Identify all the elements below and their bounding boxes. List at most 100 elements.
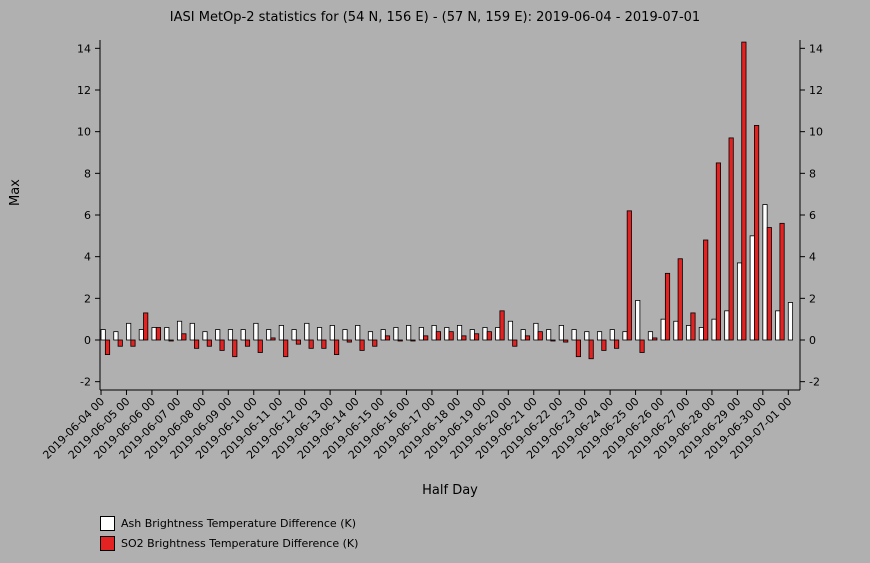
bar-so2 [614, 339, 620, 349]
bar-so2 [741, 41, 747, 341]
bar-ash [609, 329, 615, 341]
bar-so2 [397, 339, 403, 342]
bar-so2 [155, 327, 161, 341]
bar-so2 [143, 312, 149, 341]
bar-so2 [766, 227, 772, 341]
bar-so2 [321, 339, 327, 349]
bar-ash [558, 325, 564, 341]
bar-ash [724, 310, 730, 341]
bar-ash [520, 329, 526, 341]
y-tick-label-right: 8 [809, 167, 816, 180]
bar-so2 [715, 162, 721, 341]
bar-ash [533, 322, 539, 341]
y-tick-label-right: 2 [809, 292, 816, 305]
bar-so2 [270, 337, 276, 341]
bar-ash [380, 329, 386, 341]
bar-so2 [257, 339, 263, 353]
bar-so2 [423, 335, 429, 341]
bar-ash [456, 325, 463, 341]
bar-ash [787, 302, 794, 341]
bar-so2 [664, 272, 671, 341]
bar-ash [749, 235, 755, 341]
bar-ash [406, 325, 412, 341]
y-tick-label-left: 6 [84, 209, 91, 222]
bar-so2 [168, 339, 174, 342]
bar-ash [176, 320, 183, 341]
bar-ash [482, 327, 488, 341]
y-tick-label-right: 4 [809, 251, 816, 264]
bar-so2 [728, 137, 734, 341]
bar-ash [686, 325, 692, 341]
bar-ash [673, 320, 679, 341]
bar-so2 [626, 210, 632, 341]
bar-ash [164, 327, 170, 341]
bar-so2 [283, 339, 289, 358]
bar-so2 [639, 339, 645, 353]
bar-so2 [703, 239, 709, 341]
legend-label-ash: Ash Brightness Temperature Difference (K… [121, 516, 356, 530]
y-tick-label-left: 4 [84, 251, 91, 264]
bar-so2 [232, 339, 238, 358]
bar-ash [431, 325, 437, 341]
bar-ash [507, 320, 514, 341]
legend-item-ash: Ash Brightness Temperature Difference (K… [100, 513, 358, 533]
bar-ash [635, 300, 641, 341]
bar-so2 [334, 339, 340, 355]
bar-ash [571, 329, 577, 341]
legend-label-so2: SO2 Brightness Temperature Difference (K… [121, 536, 359, 550]
bar-ash [367, 331, 374, 341]
bar-so2 [130, 339, 136, 347]
bar-ash [304, 322, 310, 341]
bar-so2 [461, 335, 467, 341]
bar-ash [647, 331, 654, 341]
y-tick-label-right: -2 [809, 376, 820, 389]
bar-so2 [194, 339, 200, 349]
bar-so2 [575, 339, 581, 358]
bar-so2 [524, 335, 531, 341]
bar-so2 [588, 339, 594, 360]
bar-so2 [384, 335, 391, 341]
bar-ash [622, 331, 628, 341]
bar-so2 [537, 331, 543, 341]
bar-ash [138, 329, 144, 341]
y-tick-label-left: 10 [77, 126, 91, 139]
legend: Ash Brightness Temperature Difference (K… [100, 513, 358, 553]
bar-ash [202, 331, 208, 341]
legend-swatch-so2 [100, 535, 115, 551]
bar-ash [113, 331, 119, 341]
bar-so2 [601, 339, 607, 351]
y-tick-label-left: -2 [80, 376, 91, 389]
bar-ash [126, 322, 132, 341]
bar-so2 [346, 339, 352, 343]
bar-ash [736, 262, 743, 341]
y-tick-label-right: 6 [809, 209, 816, 222]
bar-so2 [295, 339, 301, 345]
bar-ash [546, 329, 552, 341]
bar-ash [189, 322, 195, 341]
bar-so2 [104, 339, 111, 355]
bar-so2 [359, 339, 365, 351]
y-tick-label-right: 10 [809, 126, 823, 139]
bar-so2 [512, 339, 518, 347]
bar-so2 [117, 339, 123, 347]
bar-ash [291, 329, 297, 341]
bar-ash [393, 327, 399, 341]
bar-ash [266, 329, 272, 341]
bar-ash [596, 331, 603, 341]
bar-so2 [219, 339, 225, 351]
bar-ash [355, 325, 361, 341]
bar-so2 [652, 337, 658, 341]
y-tick-label-right: 12 [809, 84, 823, 97]
bar-so2 [181, 333, 187, 341]
y-tick-label-left: 2 [84, 292, 91, 305]
bar-so2 [372, 339, 378, 347]
bar-ash [342, 329, 348, 341]
legend-swatch-ash [100, 515, 115, 531]
y-tick-label-left: 8 [84, 167, 91, 180]
bar-ash [253, 322, 259, 341]
bar-ash [775, 310, 781, 341]
bar-ash [215, 329, 221, 341]
bar-so2 [435, 331, 441, 341]
